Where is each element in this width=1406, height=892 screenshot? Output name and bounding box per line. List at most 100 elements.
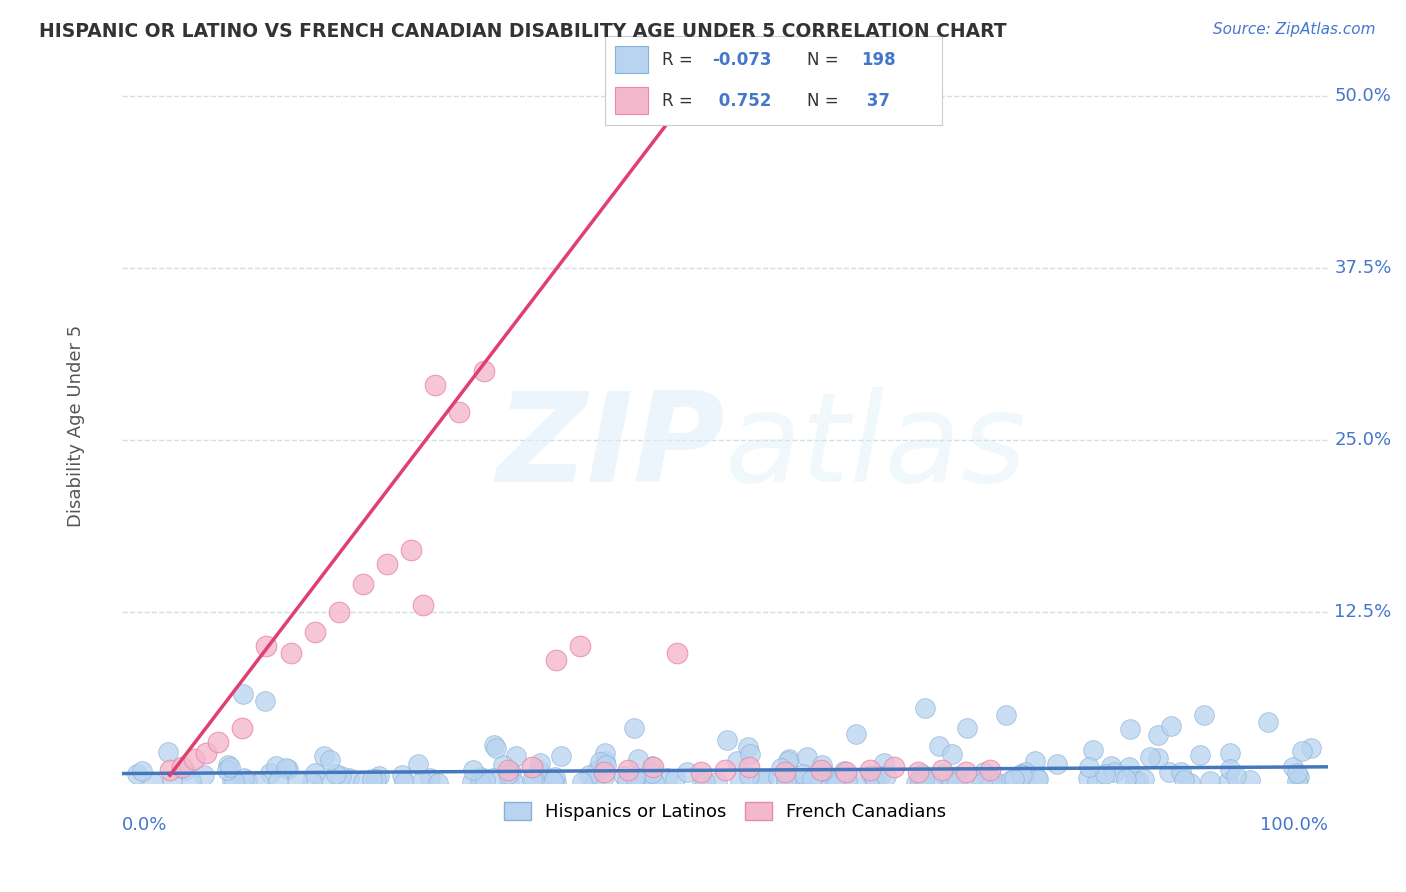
Point [180, 774, 202, 789]
Point [946, 774, 969, 789]
Point [221, 773, 243, 788]
Point [1189, 747, 1212, 762]
Point [427, 776, 450, 790]
Point [319, 753, 342, 767]
Point [845, 727, 868, 741]
Point [1046, 757, 1069, 772]
Point [883, 760, 905, 774]
Point [232, 687, 254, 701]
Point [655, 771, 678, 785]
Point [498, 776, 520, 790]
Point [233, 772, 256, 786]
Point [811, 764, 834, 778]
Point [131, 764, 153, 778]
Point [1010, 767, 1032, 781]
Point [1115, 772, 1137, 786]
Point [979, 771, 1001, 785]
Point [716, 733, 738, 747]
Point [801, 772, 824, 786]
Point [910, 771, 932, 785]
Point [692, 775, 714, 789]
Point [352, 577, 374, 591]
Text: 100.0%: 100.0% [1260, 815, 1329, 834]
Point [623, 722, 645, 736]
Point [738, 760, 761, 774]
Point [195, 746, 218, 760]
Point [578, 768, 600, 782]
Text: 0.0%: 0.0% [122, 815, 167, 834]
Point [955, 765, 977, 780]
Point [1173, 772, 1195, 787]
Point [529, 756, 551, 770]
Point [775, 776, 797, 790]
Point [499, 765, 522, 780]
Point [259, 765, 281, 780]
Point [546, 776, 568, 790]
Point [375, 557, 398, 571]
Text: HISPANIC OR LATINO VS FRENCH CANADIAN DISABILITY AGE UNDER 5 CORRELATION CHART: HISPANIC OR LATINO VS FRENCH CANADIAN DI… [39, 22, 1007, 41]
Point [593, 765, 616, 780]
Point [790, 771, 813, 785]
Point [280, 646, 302, 660]
Point [714, 763, 737, 777]
Point [796, 750, 818, 764]
Point [412, 598, 434, 612]
Point [1085, 773, 1108, 788]
Point [770, 761, 793, 775]
Point [766, 770, 789, 784]
Point [984, 776, 1007, 790]
Point [301, 774, 323, 789]
Point [217, 758, 239, 772]
Point [613, 769, 636, 783]
Point [875, 769, 897, 783]
Point [773, 765, 796, 780]
Point [1285, 766, 1308, 780]
Text: R =: R = [662, 92, 693, 110]
Point [461, 775, 484, 789]
Point [474, 773, 496, 788]
Text: 50.0%: 50.0% [1334, 87, 1391, 105]
Point [595, 757, 617, 772]
Point [873, 756, 896, 770]
Point [254, 639, 277, 653]
Point [977, 772, 1000, 786]
Point [641, 759, 664, 773]
Point [1139, 749, 1161, 764]
Point [541, 773, 564, 788]
Point [979, 763, 1001, 777]
Point [287, 774, 309, 789]
Point [643, 775, 665, 789]
Point [236, 772, 259, 787]
Point [920, 775, 942, 789]
Legend: Hispanics or Latinos, French Canadians: Hispanics or Latinos, French Canadians [496, 794, 953, 828]
Point [170, 760, 193, 774]
Point [778, 752, 800, 766]
Point [1077, 772, 1099, 786]
Point [624, 770, 647, 784]
Point [1198, 773, 1220, 788]
Point [859, 763, 882, 777]
Point [569, 639, 592, 653]
Point [174, 763, 197, 777]
Point [664, 772, 686, 786]
Point [776, 771, 799, 785]
Point [571, 775, 593, 789]
Point [544, 653, 567, 667]
Point [800, 773, 823, 788]
Point [274, 761, 297, 775]
Point [157, 745, 180, 759]
Point [928, 739, 950, 753]
Point [834, 765, 856, 780]
Point [725, 755, 748, 769]
Point [914, 701, 936, 715]
Point [1225, 770, 1247, 784]
Point [946, 769, 969, 783]
Point [224, 774, 246, 789]
Point [1170, 765, 1192, 780]
Point [1133, 772, 1156, 786]
Point [1078, 760, 1101, 774]
Text: R =: R = [662, 51, 693, 69]
Point [391, 768, 413, 782]
Point [835, 773, 858, 788]
Point [582, 776, 605, 790]
